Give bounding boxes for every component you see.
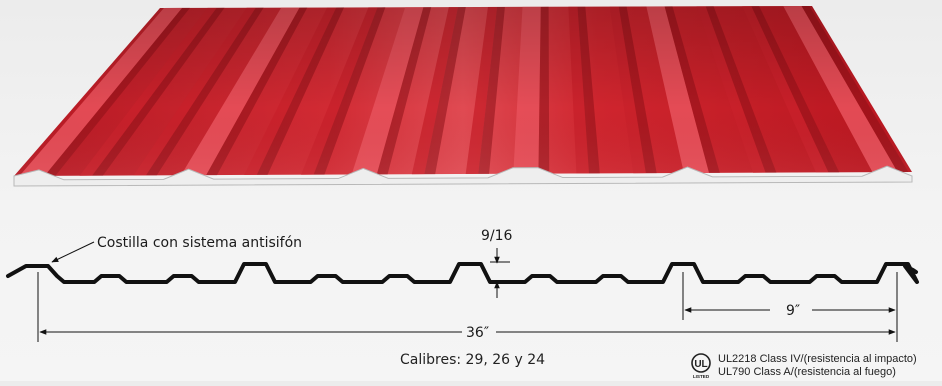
antisiphon-rib-label: Costilla con sistema antisifón (97, 235, 302, 251)
rib-spacing-label: 9″ (786, 303, 800, 319)
certification-block: UL LISTED UL2218 Class IV/(resistencia a… (690, 352, 940, 380)
rib-leader-arrow (51, 241, 95, 263)
ul-listed-icon: UL LISTED (691, 353, 711, 379)
fire-rating-text: UL790 Class A/(resistencia al fuego) (718, 366, 896, 378)
overall-width-label: 36″ (466, 325, 489, 341)
panel-cut-edge (13, 165, 913, 187)
panel-depth-shade (14, 6, 912, 176)
profile-diagram: Costilla con sistema antisifón 9/16 9″ 3… (0, 200, 942, 381)
panel-profile-line (6, 262, 919, 284)
rib-height-label: 9/16 (481, 228, 513, 244)
metal-panel-illustration (13, 6, 913, 187)
svg-text:UL: UL (694, 359, 707, 370)
gauge-caption: Calibres: 29, 26 y 24 (400, 352, 546, 368)
impact-rating-text: UL2218 Class IV/(resistencia al impacto) (718, 353, 917, 365)
svg-text:LISTED: LISTED (693, 374, 710, 379)
